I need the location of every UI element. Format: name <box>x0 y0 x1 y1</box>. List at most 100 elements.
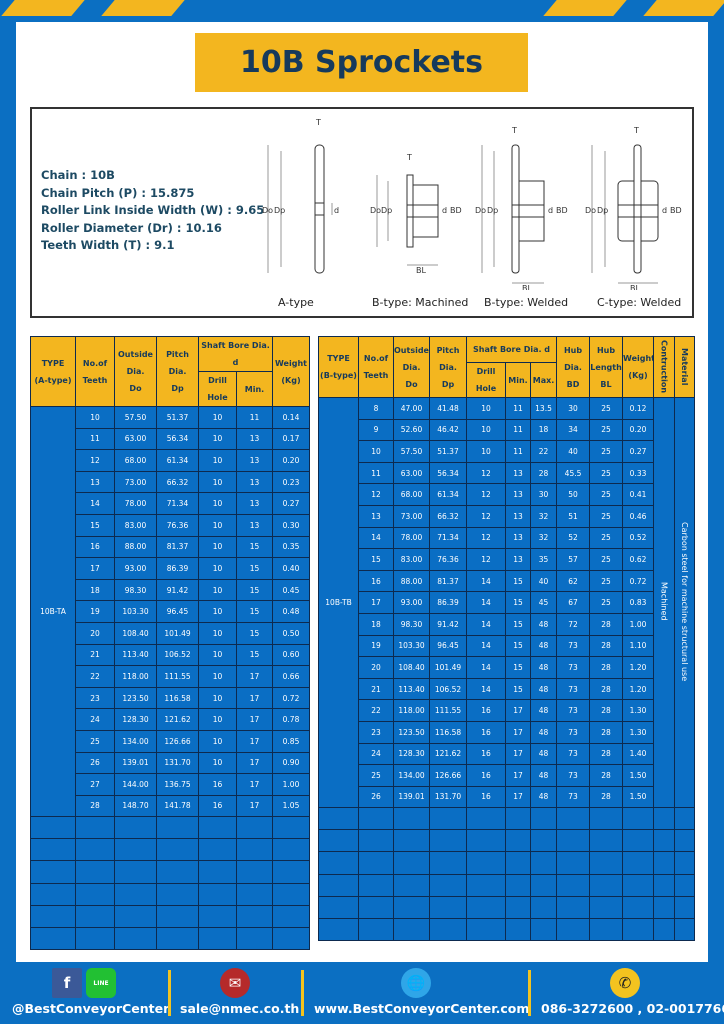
spec-roller-diameter: Roller Diameter (Dr) : 10.16 <box>41 220 222 235</box>
empty-cell <box>674 917 696 941</box>
cell-max-bore: 48 <box>529 742 558 766</box>
cell-teeth: 25 <box>75 729 115 753</box>
cell-max-bore: 13.5 <box>529 397 558 420</box>
cell-max-bore: 48 <box>529 785 558 809</box>
cell-outside-dia: 118.00 <box>114 665 157 688</box>
cell-min-bore: 15 <box>236 557 273 580</box>
cell-drill-hole: 14 <box>466 612 506 636</box>
cell-teeth: 12 <box>358 483 394 506</box>
cell-drill-hole: 16 <box>466 785 506 809</box>
cell-teeth: 23 <box>358 720 394 744</box>
cell-weight: 0.40 <box>272 557 310 580</box>
cell-pitch-dia: 91.42 <box>156 578 199 602</box>
cell-max-bore: 48 <box>529 764 558 787</box>
spec-link-width: Roller Link Inside Width (W) : 9.65 <box>41 203 265 217</box>
empty-cell <box>358 829 394 853</box>
cell-teeth: 26 <box>75 751 115 775</box>
table-row: 18 98.30 91.42 14 15 48 72 28 1.00 <box>319 612 695 636</box>
cell-pitch-dia: 111.55 <box>429 699 467 722</box>
cell-hub-dia: 62 <box>556 569 591 593</box>
b-welded-drawing <box>481 144 545 284</box>
cell-min-bore: 15 <box>505 569 531 593</box>
cell-min-bore: 13 <box>236 470 273 494</box>
svg-text:Dp: Dp <box>597 206 608 215</box>
cell-teeth: 23 <box>75 686 115 710</box>
cell-drill-hole: 12 <box>466 461 506 485</box>
footer-email[interactable]: sale@nmec.co.th <box>180 1001 300 1016</box>
cell-pitch-dia: 96.45 <box>429 634 467 658</box>
type-cell: 10B-TB <box>318 396 359 809</box>
header-min: Min. <box>505 362 531 398</box>
cell-drill-hole: 10 <box>198 643 237 667</box>
empty-cell <box>466 895 506 919</box>
cell-min-bore: 11 <box>505 397 531 420</box>
empty-cell <box>393 917 430 941</box>
cell-min-bore: 17 <box>236 686 273 710</box>
header-min: Min. <box>236 371 273 407</box>
cell-pitch-dia: 71.34 <box>429 526 467 550</box>
cell-outside-dia: 118.00 <box>393 699 430 722</box>
cell-teeth: 13 <box>75 470 115 494</box>
cell-drill-hole: 14 <box>466 656 506 679</box>
empty-cell <box>589 829 624 853</box>
cell-weight: 0.20 <box>622 418 655 442</box>
spec-teeth-width: Teeth Width (T) : 9.1 <box>41 238 175 252</box>
cell-hub-dia: 73 <box>556 785 591 809</box>
empty-cell <box>466 917 506 941</box>
caption-c-welded: C-type: Welded <box>597 296 682 309</box>
cell-drill-hole: 10 <box>198 470 237 494</box>
footer-website[interactable]: www.BestConveyorCenter.com <box>314 1001 530 1016</box>
cell-weight: 0.50 <box>272 621 310 645</box>
table-row: 26 139.01 131.70 16 17 48 73 28 1.50 <box>319 785 695 809</box>
cell-drill-hole: 12 <box>466 548 506 571</box>
cell-pitch-dia: 86.39 <box>429 591 467 614</box>
svg-text:BD: BD <box>450 206 462 215</box>
cell-drill-hole: 16 <box>466 764 506 787</box>
header-shaft-bore: Shaft Bore Dia. d <box>198 336 273 372</box>
cell-hub-length: 28 <box>589 720 624 744</box>
cell-drill-hole: 16 <box>466 742 506 766</box>
cell-min-bore: 15 <box>505 656 531 679</box>
empty-cell <box>114 904 157 928</box>
cell-pitch-dia: 46.42 <box>429 418 467 442</box>
cell-teeth: 18 <box>75 578 115 602</box>
empty-cell <box>75 860 115 884</box>
table-row: 16 88.00 81.37 10 15 0.35 <box>31 535 310 559</box>
type-cell: 10B-TA <box>30 405 76 818</box>
line-icon[interactable]: LINE <box>86 968 116 998</box>
cell-min-bore: 17 <box>236 751 273 775</box>
footer-social[interactable]: @BestConveyorCenter <box>12 1001 170 1016</box>
cell-min-bore: 15 <box>505 677 531 701</box>
cell-min-bore: 11 <box>505 440 531 463</box>
cell-drill-hole: 10 <box>198 513 237 537</box>
empty-cell <box>156 860 199 884</box>
table-row: 21 113.40 106.52 14 15 48 73 28 1.20 <box>319 677 695 701</box>
svg-text:BD: BD <box>556 206 568 215</box>
empty-cell <box>429 917 467 941</box>
empty-row <box>30 860 310 884</box>
empty-row <box>30 904 310 928</box>
table-row: 15 83.00 76.36 12 13 35 57 25 0.62 <box>319 548 695 571</box>
empty-cell <box>505 851 531 875</box>
empty-cell <box>622 851 655 875</box>
cell-outside-dia: 148.70 <box>114 794 157 818</box>
cell-teeth: 10 <box>358 440 394 463</box>
cell-pitch-dia: 81.37 <box>156 535 199 559</box>
empty-cell <box>589 851 624 875</box>
empty-cell <box>272 882 310 906</box>
empty-cell <box>653 807 676 831</box>
empty-cell <box>75 904 115 928</box>
cell-pitch-dia: 106.52 <box>429 677 467 701</box>
sprocket-drawings: T T T T Do Dp d Do Dp d BD BL Do Dp d BD BL D… <box>262 118 682 290</box>
caption-b-welded: B-type: Welded <box>484 296 569 309</box>
empty-cell <box>156 816 199 840</box>
table-row: 18 98.30 91.42 10 15 0.45 <box>31 578 310 602</box>
header-weight: Weight (Kg) <box>622 336 655 398</box>
cell-max-bore: 48 <box>529 699 558 722</box>
footer-phone[interactable]: 086-3272600 , 02-0017766 <box>541 1001 724 1016</box>
empty-cell <box>393 851 430 875</box>
facebook-icon[interactable]: f <box>52 968 82 998</box>
empty-cell <box>198 904 237 928</box>
table-row: 25 134.00 126.66 10 17 0.85 <box>31 729 310 753</box>
header-teeth: No.of Teeth <box>75 336 115 407</box>
